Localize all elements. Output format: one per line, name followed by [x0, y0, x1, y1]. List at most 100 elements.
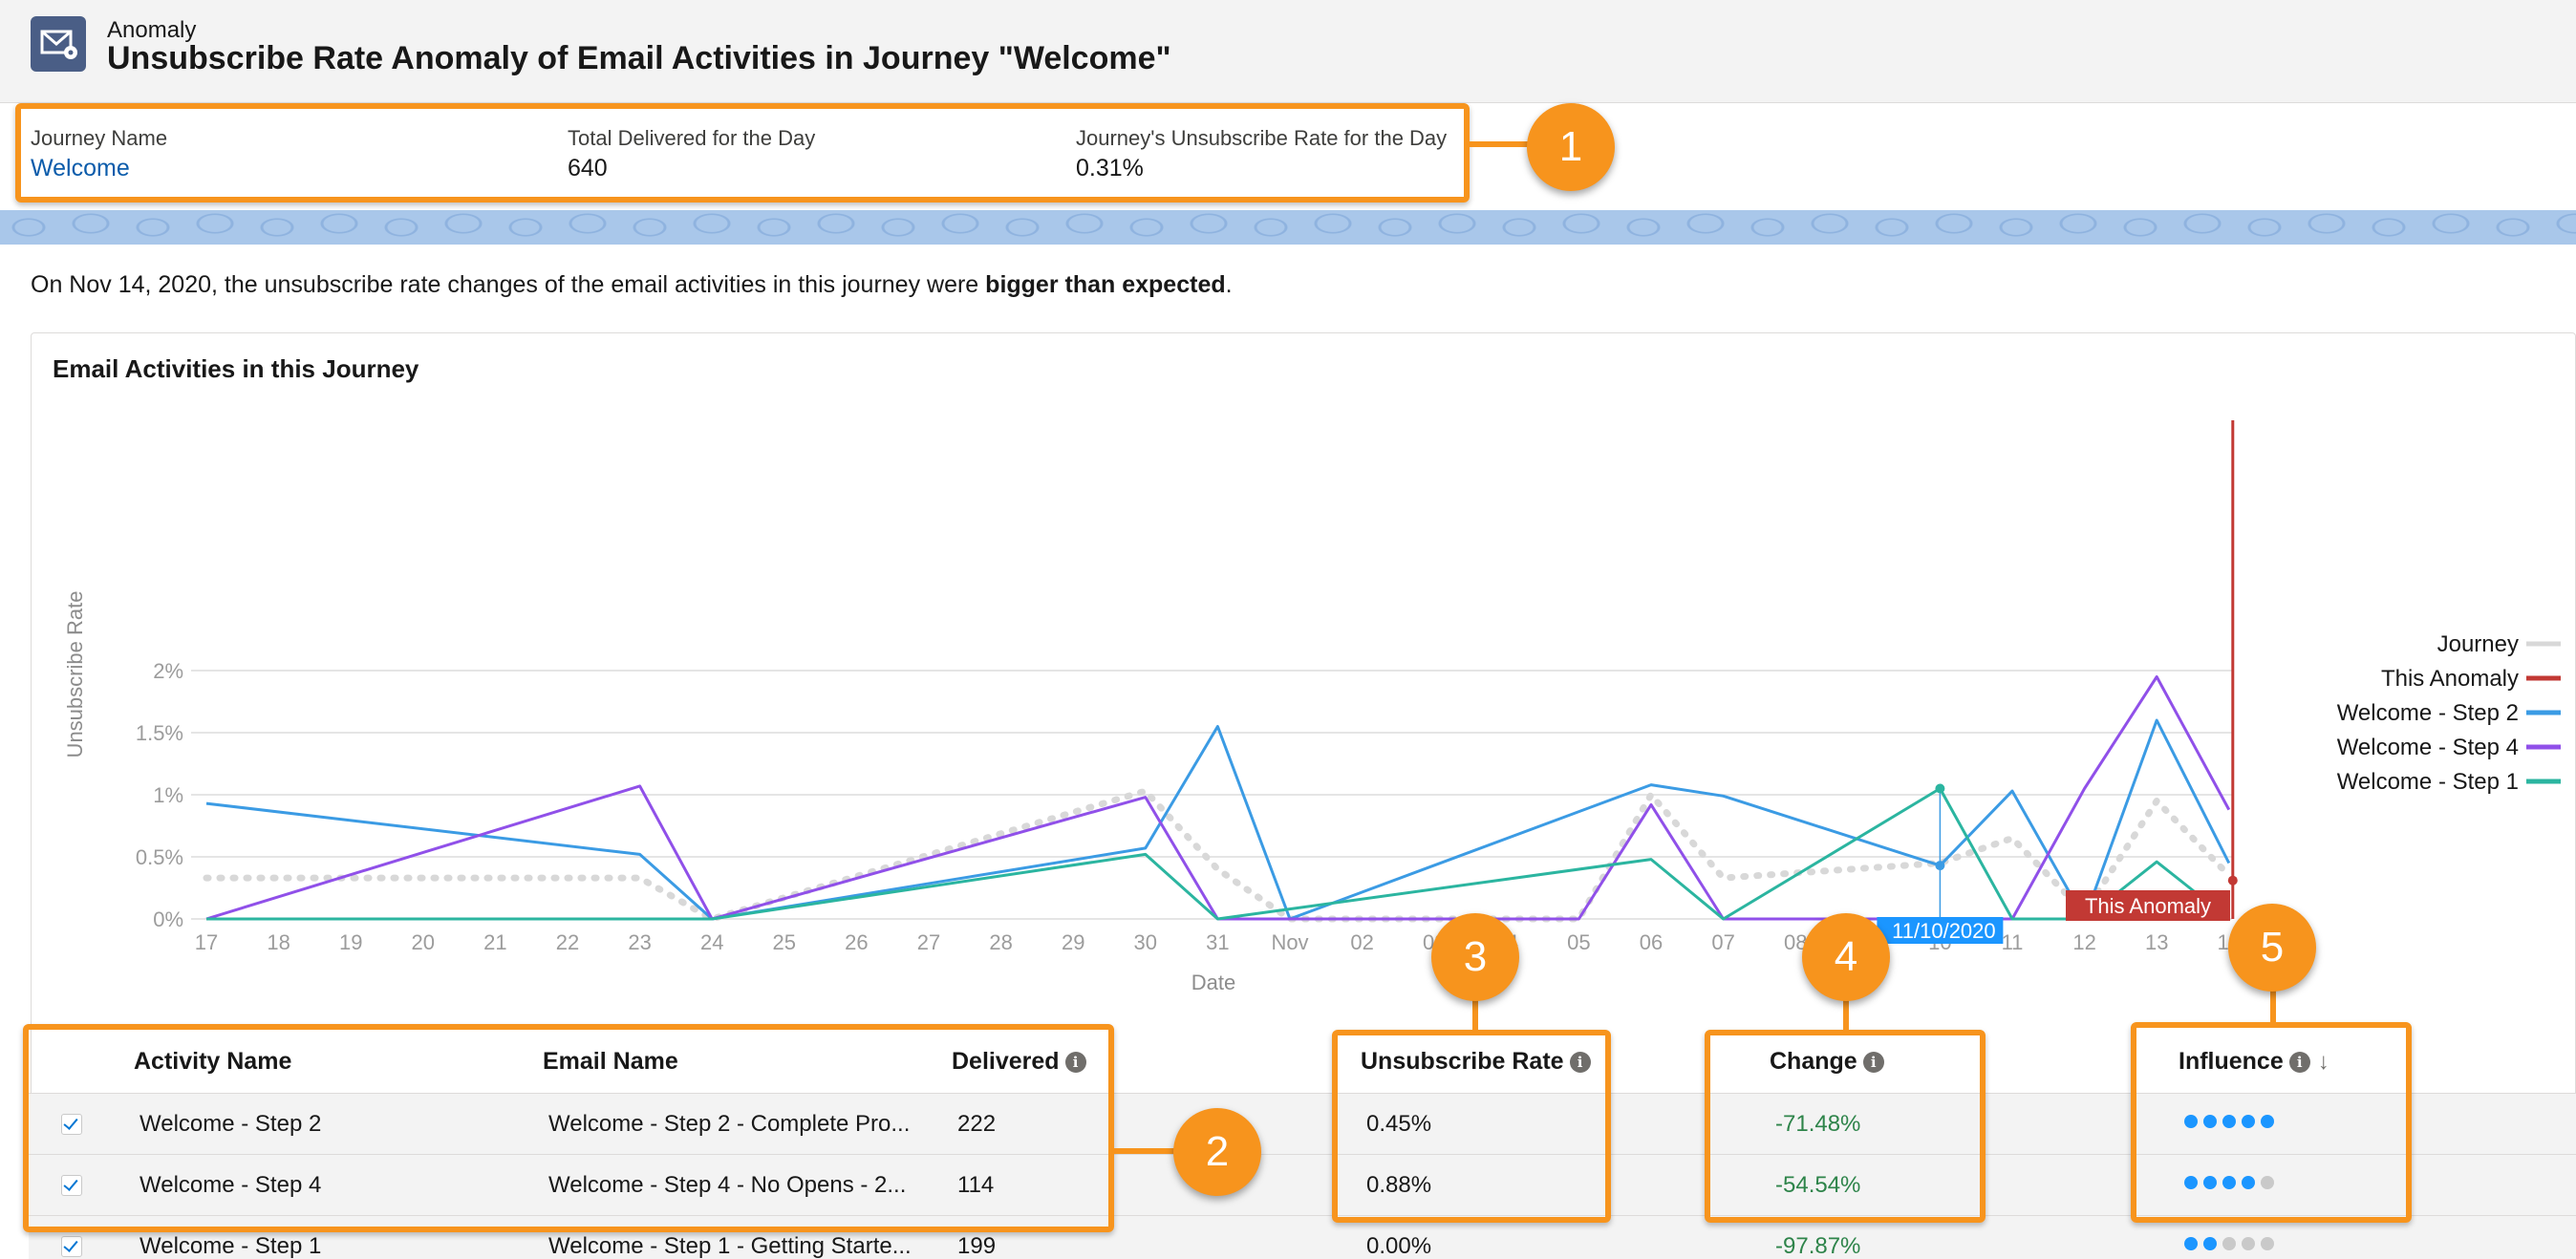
page-title: Unsubscribe Rate Anomaly of Email Activi… [107, 40, 1171, 76]
col-influence[interactable]: Influence i ↓ [2179, 1032, 2329, 1091]
y-tick-label: 2% [153, 659, 183, 683]
callout-badge-5: 5 [2228, 904, 2316, 992]
unsubscribe-rate-cell: 0.88% [1366, 1172, 1432, 1198]
col-email-label: Email Name [543, 1048, 678, 1075]
x-tick-label: 13 [2145, 930, 2168, 954]
x-tick-label: 22 [556, 930, 579, 954]
y-tick-label: 1% [153, 783, 183, 807]
checkmark-icon [63, 1176, 78, 1191]
influence-dot [2222, 1176, 2236, 1189]
anomaly-point [2227, 875, 2238, 886]
influence-dot [2184, 1237, 2198, 1250]
delivered-cell: 199 [957, 1233, 997, 1259]
date-tooltip-bg [1877, 917, 2004, 944]
influence-dot [2242, 1115, 2255, 1128]
delivered-cell: 114 [957, 1172, 995, 1198]
col-unsubscribe-rate[interactable]: Unsubscribe Rate i [1361, 1032, 1591, 1091]
table-row[interactable]: Welcome - Step 4 Welcome - Step 4 - No Op… [29, 1154, 2576, 1215]
anomaly-label-bg [2066, 890, 2230, 921]
activity-name-cell: Welcome - Step 2 [140, 1111, 322, 1137]
col-change-label: Change [1770, 1048, 1857, 1075]
col-activity-label: Activity Name [134, 1048, 292, 1075]
email-name-cell: Welcome - Step 1 - Getting Starte... [548, 1233, 912, 1259]
influence-dot [2203, 1115, 2217, 1128]
x-tick-label: 28 [989, 930, 1012, 954]
info-icon[interactable]: i [2288, 1052, 2310, 1074]
anomaly-label: This Anomaly [2085, 894, 2211, 918]
x-tick-label: 27 [917, 930, 940, 954]
influence-dot [2261, 1237, 2274, 1250]
journey-rate-value: 0.31% [1076, 155, 1144, 181]
chart-title: Email Activities in this Journey [53, 354, 419, 383]
series-line-journey [203, 787, 2233, 923]
x-tick-label: 29 [1062, 930, 1084, 954]
influence-dot [2203, 1237, 2217, 1250]
influence-dot [2222, 1115, 2236, 1128]
row-checkbox[interactable] [61, 1175, 82, 1196]
row-checkbox[interactable] [61, 1114, 82, 1135]
anomaly-summary: On Nov 14, 2020, the unsubscribe rate ch… [31, 271, 1233, 299]
email-pin-icon [31, 16, 86, 72]
journey-name-link[interactable]: Welcome [31, 155, 130, 181]
callout-line-3 [1472, 997, 1478, 1032]
y-tick-label: 0% [153, 907, 183, 931]
x-tick-label: 18 [267, 930, 290, 954]
col-change[interactable]: Change i [1770, 1032, 1884, 1091]
unsubscribe-rate-cell: 0.00% [1366, 1233, 1432, 1259]
total-delivered-value: 640 [568, 155, 608, 181]
checkmark-icon [63, 1237, 78, 1252]
influence-dot [2203, 1176, 2217, 1189]
x-tick-label: 20 [412, 930, 435, 954]
x-tick-label: 21 [483, 930, 506, 954]
influence-dots [2184, 1237, 2280, 1255]
callout-badge-4: 4 [1802, 913, 1890, 1001]
col-delivered[interactable]: Delivered i [952, 1032, 1086, 1091]
change-cell: -71.48% [1775, 1111, 1861, 1137]
influence-dots [2184, 1176, 2280, 1194]
journey-name-label: Journey Name [31, 126, 168, 150]
callout-badge-3: 3 [1431, 913, 1519, 1001]
influence-dot [2184, 1115, 2198, 1128]
hover-point [1935, 861, 1945, 871]
col-email-name[interactable]: Email Name [543, 1032, 678, 1091]
influence-dot [2222, 1237, 2236, 1250]
row-checkbox[interactable] [61, 1236, 82, 1257]
x-tick-label: 05 [1567, 930, 1590, 954]
info-icon[interactable]: i [1862, 1052, 1884, 1074]
influence-dot [2261, 1176, 2274, 1189]
sort-descending-icon[interactable]: ↓ [2317, 1049, 2329, 1075]
x-tick-label: 31 [1206, 930, 1229, 954]
influence-dots [2184, 1115, 2280, 1133]
highlights-panel: Journey Name Welcome Total Delivered for… [0, 103, 2576, 210]
legend-label: Welcome - Step 4 [2337, 735, 2519, 760]
delivered-cell: 222 [957, 1111, 997, 1137]
legend-label: Journey [2437, 631, 2519, 657]
legend-label: Welcome - Step 2 [2337, 700, 2519, 726]
info-icon[interactable]: i [1064, 1052, 1086, 1074]
x-tick-label: 11 [2002, 930, 2024, 954]
unsubscribe-rate-chart: 0% 0.5% 1% 1.5% 2% 17 18 19 20 21 22 23 24 25 26 27 28 29… [63, 420, 2561, 994]
col-activity-name[interactable]: Activity Name [134, 1032, 291, 1091]
email-name-cell: Welcome - Step 4 - No Opens - 2... [548, 1172, 907, 1198]
legend-label: This Anomaly [2381, 666, 2519, 692]
influence-dot [2184, 1176, 2198, 1189]
influence-dot [2261, 1115, 2274, 1128]
col-influence-label: Influence [2179, 1048, 2284, 1075]
table-row[interactable]: Welcome - Step 2 Welcome - Step 2 - Compl… [29, 1093, 2576, 1154]
series-line-welcome-step-2 [205, 718, 2231, 921]
info-icon[interactable]: i [1569, 1052, 1591, 1074]
checkmark-icon [63, 1115, 78, 1130]
series-line-welcome-step-1 [206, 787, 2230, 921]
series-line-welcome-step-4 [205, 675, 2231, 921]
callout-badge-2: 2 [1173, 1108, 1261, 1196]
decorative-banner [0, 210, 2576, 245]
activity-name-cell: Welcome - Step 4 [140, 1172, 322, 1198]
col-delivered-label: Delivered [952, 1048, 1060, 1075]
table-row[interactable]: Welcome - Step 1 Welcome - Step 1 - Getti… [29, 1215, 2576, 1259]
page-header: Anomaly Unsubscribe Rate Anomaly of Emai… [0, 0, 2576, 103]
x-tick-label: 02 [1350, 930, 1373, 954]
email-name-cell: Welcome - Step 2 - Complete Pro... [548, 1111, 911, 1137]
summary-text: On Nov 14, 2020, the unsubscribe rate ch… [31, 271, 986, 298]
total-delivered-label: Total Delivered for the Day [568, 126, 816, 150]
change-cell: -97.87% [1775, 1233, 1861, 1259]
